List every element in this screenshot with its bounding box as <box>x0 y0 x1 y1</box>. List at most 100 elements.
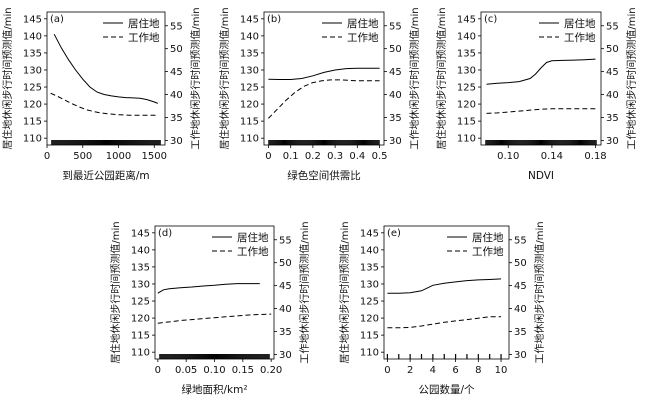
y-left-axis-title: 居住地休闲步行时间预测值/min <box>218 7 231 149</box>
y-left-tick-label: 110 <box>457 134 476 145</box>
y-right-tick-label: 40 <box>170 90 183 101</box>
y-right-tick-label: 55 <box>389 21 402 32</box>
y-right-tick-label: 55 <box>279 235 292 246</box>
chart-panel-c: (c) 110 115 120 125 130 135 140 145 30 35 40 45 50 55 0… <box>435 7 638 182</box>
y-right-tick-label: 55 <box>606 21 619 32</box>
series-line-workplace <box>268 79 380 119</box>
legend-dashed-label: 工作地 <box>347 31 379 44</box>
y-left-tick-label: 125 <box>457 83 476 94</box>
x-tick-label: 1000 <box>106 151 131 162</box>
y-right-tick-label: 35 <box>514 327 527 338</box>
y-right-tick-label: 45 <box>606 67 619 78</box>
y-right-tick-label: 50 <box>279 258 292 269</box>
chart-panel-b: (b) 110 115 120 125 130 135 140 145 30 35 40 45 50 55 0… <box>218 7 421 182</box>
legend-solid-label: 居住地 <box>564 17 596 30</box>
chart-panel-d: (d) 110 115 120 125 130 135 140 145 30 35 40 45 50 55 0… <box>109 221 311 396</box>
y-left-axis-title: 居住地休闲步行时间预测值/min <box>109 221 122 363</box>
x-tick-label: 500 <box>73 151 92 162</box>
x-axis-title: 绿色空间供需比 <box>287 169 361 182</box>
x-tick-label: 0 <box>44 151 50 162</box>
y-right-axis-title: 工作地休闲步行时间预测值/min <box>189 7 202 149</box>
x-tick-label: 0.5 <box>372 151 388 162</box>
y-left-tick-label: 110 <box>240 134 259 145</box>
series-line-workplace <box>157 313 272 324</box>
panel-label: (e) <box>387 228 401 239</box>
legend-solid-label: 居住地 <box>237 231 269 244</box>
chart-panel-a: (a) 110 115 120 125 130 135 140 145 30 35 40 45 50 55 0… <box>1 7 202 182</box>
x-tick-label: 0 <box>155 365 161 376</box>
y-left-tick-label: 120 <box>131 314 150 325</box>
y-right-tick-label: 50 <box>389 44 402 55</box>
x-tick-label: 0.1 <box>283 151 299 162</box>
plot-frame <box>383 225 510 360</box>
y-right-tick-label: 40 <box>606 90 619 101</box>
y-right-axis-title: 工作地休闲步行时间预测值/min <box>625 7 638 149</box>
legend-dashed-label: 工作地 <box>564 31 596 44</box>
y-right-tick-label: 30 <box>606 136 619 147</box>
y-left-axis-title: 居住地休闲步行时间预测值/min <box>338 221 351 363</box>
x-tick-label: 0.15 <box>232 365 254 376</box>
x-axis-title: 绿地面积/km² <box>181 383 247 396</box>
x-tick-label: 0.3 <box>327 151 343 162</box>
y-left-tick-label: 135 <box>457 48 476 59</box>
y-right-tick-label: 45 <box>389 67 402 78</box>
x-tick-label: 0 <box>265 151 271 162</box>
y-right-tick-label: 50 <box>514 258 527 269</box>
legend-solid-label: 居住地 <box>128 17 160 30</box>
y-right-tick-label: 45 <box>279 281 292 292</box>
legend-dashed-label: 工作地 <box>128 31 160 44</box>
x-tick-label: 8 <box>475 365 481 376</box>
y-left-tick-label: 130 <box>240 65 259 76</box>
y-right-tick-label: 55 <box>514 235 527 246</box>
y-right-axis-title: 工作地休闲步行时间预测值/min <box>408 7 421 149</box>
plot-frame <box>263 11 385 146</box>
y-left-tick-label: 145 <box>457 14 476 25</box>
y-left-tick-label: 120 <box>23 100 42 111</box>
y-right-tick-label: 35 <box>606 113 619 124</box>
y-left-tick-label: 120 <box>457 100 476 111</box>
y-left-tick-label: 125 <box>360 297 379 308</box>
y-right-tick-label: 40 <box>279 304 292 315</box>
y-left-tick-label: 140 <box>131 245 150 256</box>
panel-label: (a) <box>50 14 64 25</box>
y-right-tick-label: 35 <box>389 113 402 124</box>
legend-solid-label: 居住地 <box>347 17 379 30</box>
y-left-axis-title: 居住地休闲步行时间预测值/min <box>1 7 14 149</box>
y-right-tick-label: 30 <box>279 350 292 361</box>
x-axis-title: NDVI <box>528 170 554 182</box>
panel-label: (b) <box>267 14 281 25</box>
y-left-tick-label: 140 <box>23 31 42 42</box>
y-left-tick-label: 140 <box>457 31 476 42</box>
chart-panel-e: (e) 110 115 120 125 130 135 140 145 30 35 40 45 50 55 0… <box>338 221 546 396</box>
y-right-tick-label: 30 <box>170 136 183 147</box>
series-line-residence <box>387 278 502 294</box>
y-left-tick-label: 110 <box>23 134 42 145</box>
x-tick-label: 6 <box>452 365 458 376</box>
y-left-tick-label: 140 <box>240 31 259 42</box>
y-left-tick-label: 115 <box>23 117 42 128</box>
x-tick-label: 0.2 <box>305 151 321 162</box>
y-left-tick-label: 125 <box>23 83 42 94</box>
x-tick-label: 4 <box>430 365 436 376</box>
x-tick-label: 2 <box>407 365 413 376</box>
series-line-workplace <box>486 108 596 114</box>
x-axis-title: 到最近公园距离/m <box>62 169 149 182</box>
y-left-tick-label: 110 <box>360 348 379 359</box>
panel-label: (c) <box>484 14 497 25</box>
legend-solid-label: 居住地 <box>472 231 504 244</box>
y-left-tick-label: 130 <box>131 279 150 290</box>
y-left-tick-label: 135 <box>360 262 379 273</box>
y-left-tick-label: 130 <box>23 65 42 76</box>
legend-dashed-label: 工作地 <box>237 245 269 258</box>
y-left-tick-label: 115 <box>131 331 150 342</box>
y-right-tick-label: 40 <box>389 90 402 101</box>
series-line-residence <box>53 33 158 104</box>
y-left-tick-label: 145 <box>23 14 42 25</box>
legend-dashed-label: 工作地 <box>472 245 504 258</box>
x-tick-label: 0.10 <box>497 151 519 162</box>
y-right-tick-label: 35 <box>279 327 292 338</box>
series-line-workplace <box>50 92 158 116</box>
y-right-tick-label: 45 <box>170 67 183 78</box>
y-left-tick-label: 130 <box>360 279 379 290</box>
y-left-tick-label: 135 <box>23 48 42 59</box>
